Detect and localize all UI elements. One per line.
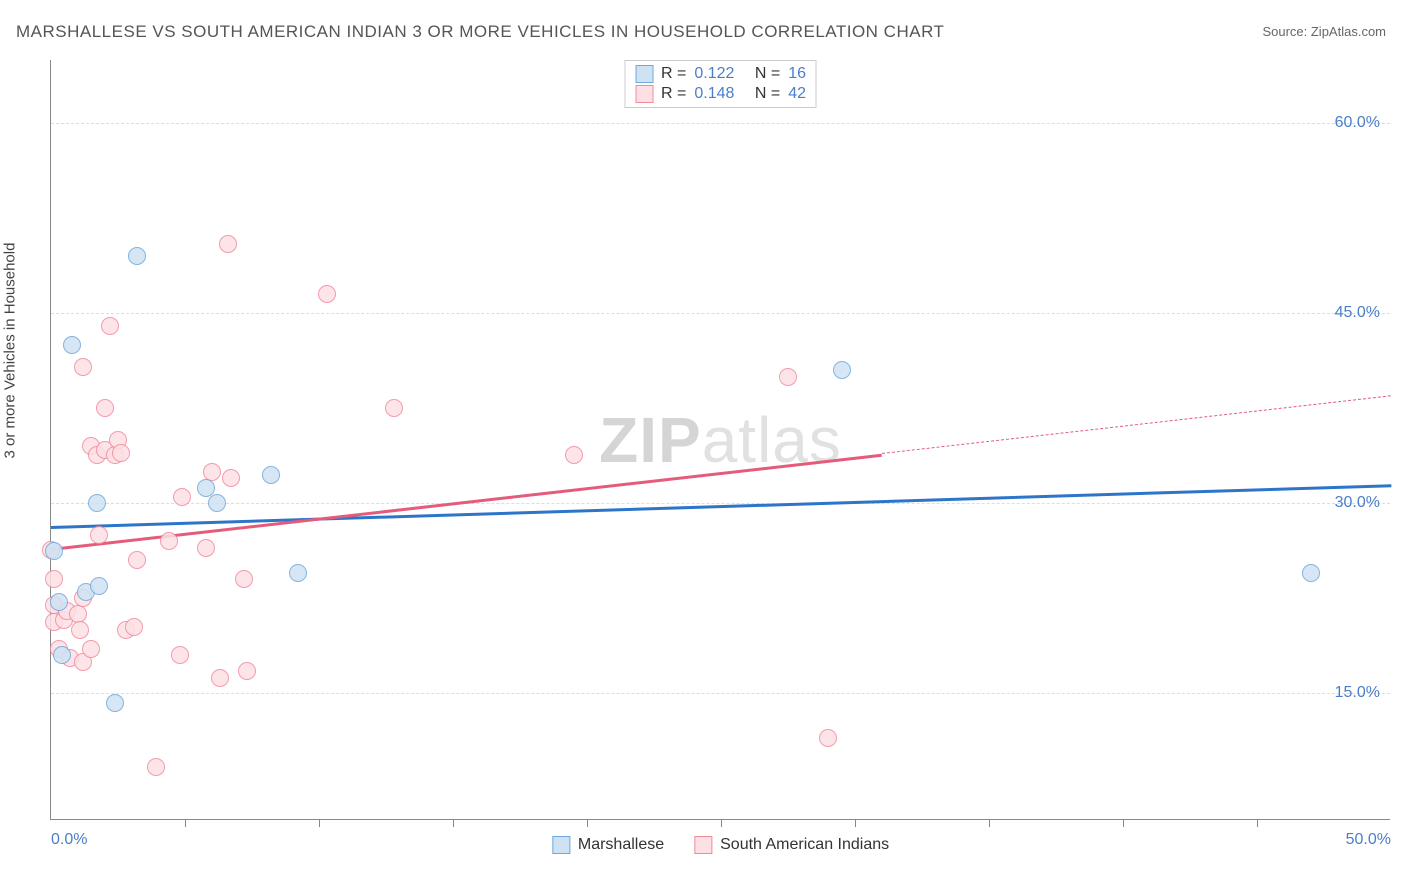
data-point <box>128 247 146 265</box>
source-attribution: Source: ZipAtlas.com <box>1262 24 1386 39</box>
data-point <box>222 469 240 487</box>
data-point <box>88 494 106 512</box>
data-point <box>385 399 403 417</box>
x-tick-label: 50.0% <box>1346 831 1391 849</box>
data-point <box>219 235 237 253</box>
data-point <box>171 646 189 664</box>
legend-label-2: South American Indians <box>720 836 889 854</box>
data-point <box>82 640 100 658</box>
data-point <box>71 621 89 639</box>
data-point <box>101 317 119 335</box>
legend-label-1: Marshallese <box>578 836 664 854</box>
data-point <box>125 618 143 636</box>
gridline <box>51 123 1390 124</box>
stats-row-series-2: R = 0.148 N = 42 <box>635 84 806 104</box>
x-tick-label: 0.0% <box>51 831 87 849</box>
x-tick <box>855 819 856 827</box>
data-point <box>819 729 837 747</box>
x-tick <box>721 819 722 827</box>
gridline <box>51 693 1390 694</box>
chart-title: MARSHALLESE VS SOUTH AMERICAN INDIAN 3 O… <box>16 22 944 42</box>
data-point <box>197 539 215 557</box>
x-tick <box>587 819 588 827</box>
data-point <box>238 662 256 680</box>
series-1-swatch <box>635 65 653 83</box>
correlation-stats-box: R = 0.122 N = 16 R = 0.148 N = 42 <box>624 60 817 108</box>
legend-swatch-2 <box>694 836 712 854</box>
y-tick-label: 60.0% <box>1335 114 1380 132</box>
y-tick-label: 45.0% <box>1335 304 1380 322</box>
x-tick <box>453 819 454 827</box>
legend-swatch-1 <box>552 836 570 854</box>
data-point <box>50 593 68 611</box>
data-point <box>289 564 307 582</box>
legend-item-2: South American Indians <box>694 836 889 854</box>
data-point <box>74 358 92 376</box>
data-point <box>173 488 191 506</box>
data-point <box>45 570 63 588</box>
data-point <box>833 361 851 379</box>
data-point <box>318 285 336 303</box>
data-point <box>1302 564 1320 582</box>
data-point <box>90 526 108 544</box>
legend-item-1: Marshallese <box>552 836 664 854</box>
trendline <box>51 484 1391 528</box>
data-point <box>53 646 71 664</box>
x-tick <box>319 819 320 827</box>
data-point <box>90 577 108 595</box>
data-point <box>128 551 146 569</box>
scatter-plot-area: ZIPatlas R = 0.122 N = 16 R = 0.148 N = … <box>50 60 1390 820</box>
data-point <box>208 494 226 512</box>
trendline <box>882 396 1391 455</box>
data-point <box>112 444 130 462</box>
legend: Marshallese South American Indians <box>552 836 889 854</box>
data-point <box>45 542 63 560</box>
stats-row-series-1: R = 0.122 N = 16 <box>635 64 806 84</box>
gridline <box>51 313 1390 314</box>
x-tick <box>1257 819 1258 827</box>
data-point <box>96 399 114 417</box>
y-axis-label: 3 or more Vehicles in Household <box>2 243 19 459</box>
data-point <box>565 446 583 464</box>
data-point <box>160 532 178 550</box>
data-point <box>106 694 124 712</box>
data-point <box>147 758 165 776</box>
watermark: ZIPatlas <box>599 403 842 477</box>
data-point <box>203 463 221 481</box>
x-tick <box>185 819 186 827</box>
data-point <box>779 368 797 386</box>
y-tick-label: 30.0% <box>1335 494 1380 512</box>
x-tick <box>1123 819 1124 827</box>
data-point <box>262 466 280 484</box>
series-2-swatch <box>635 85 653 103</box>
y-tick-label: 15.0% <box>1335 684 1380 702</box>
data-point <box>211 669 229 687</box>
x-tick <box>989 819 990 827</box>
data-point <box>235 570 253 588</box>
data-point <box>63 336 81 354</box>
